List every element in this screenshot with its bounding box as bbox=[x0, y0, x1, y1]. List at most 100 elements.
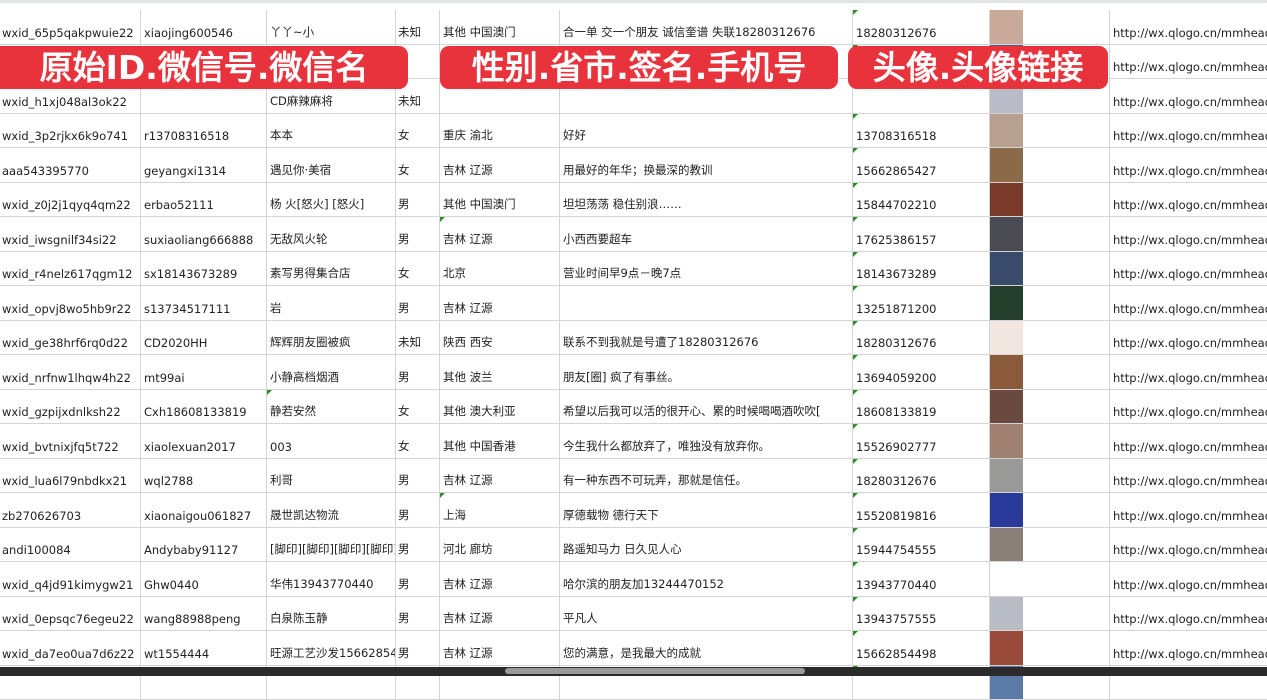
region-cell[interactable]: 上海 bbox=[440, 493, 560, 527]
wechat-id-cell[interactable]: wt1554444 bbox=[141, 631, 267, 665]
wechat-id-cell[interactable]: Cxh18608133819 bbox=[141, 390, 267, 424]
wechat-name-cell[interactable]: 岩 bbox=[267, 286, 396, 320]
wechat-id-cell[interactable]: geyangxi1314 bbox=[141, 148, 267, 182]
avatar-url-cell[interactable]: http://wx.qlogo.cn/mmhead bbox=[1110, 114, 1267, 148]
original-id-cell[interactable]: wxid_0epsqc76egeu22 bbox=[0, 597, 141, 631]
avatar-url-cell[interactable]: http://wx.qlogo.cn/mmhead bbox=[1110, 493, 1267, 527]
avatar-cell[interactable] bbox=[990, 355, 1110, 389]
signature-cell[interactable] bbox=[560, 286, 853, 320]
phone-cell[interactable]: 18280312676 bbox=[853, 459, 990, 493]
signature-cell[interactable]: 合一单 交一个朋友 诚信奎谱 失联18280312676 bbox=[560, 10, 853, 44]
avatar-cell[interactable] bbox=[990, 597, 1110, 631]
avatar-cell[interactable] bbox=[990, 493, 1110, 527]
avatar-url-cell[interactable]: http://wx.qlogo.cn/mmhead bbox=[1110, 597, 1267, 631]
wechat-name-cell[interactable]: 静若安然 bbox=[267, 390, 396, 424]
original-id-cell[interactable]: wxid_iwsgnilf34si22 bbox=[0, 217, 141, 251]
avatar-cell[interactable] bbox=[990, 114, 1110, 148]
gender-cell[interactable]: 男 bbox=[396, 183, 440, 217]
original-id-cell[interactable]: wxid_q4jd91kimygw21 bbox=[0, 562, 141, 596]
original-id-cell[interactable]: wxid_ge38hrf6rq0d22 bbox=[0, 321, 141, 355]
signature-cell[interactable]: 哈尔滨的朋友加13244470152 bbox=[560, 562, 853, 596]
phone-cell[interactable]: 18280312676 bbox=[853, 10, 990, 44]
original-id-cell[interactable]: wxid_lua6l79nbdkx21 bbox=[0, 459, 141, 493]
gender-cell[interactable]: 男 bbox=[396, 217, 440, 251]
phone-cell[interactable]: 15526902777 bbox=[853, 424, 990, 458]
avatar-url-cell[interactable]: http://wx.qlogo.cn/mmhead bbox=[1110, 183, 1267, 217]
region-cell[interactable]: 吉林 辽源 bbox=[440, 286, 560, 320]
avatar-url-cell[interactable]: http://wx.qlogo.cn/mmhead bbox=[1110, 528, 1267, 562]
wechat-name-cell[interactable]: [脚印][脚印][脚印][脚印] bbox=[267, 528, 396, 562]
region-cell[interactable]: 吉林 辽源 bbox=[440, 631, 560, 665]
avatar-cell[interactable] bbox=[990, 631, 1110, 665]
original-id-cell[interactable]: wxid_z0j2j1qyq4qm22 bbox=[0, 183, 141, 217]
horizontal-scrollbar[interactable] bbox=[505, 668, 805, 674]
gender-cell[interactable]: 男 bbox=[396, 459, 440, 493]
wechat-name-cell[interactable]: 小静高档烟酒 bbox=[267, 355, 396, 389]
avatar-url-cell[interactable]: http://wx.qlogo.cn/mmhead bbox=[1110, 355, 1267, 389]
region-cell[interactable]: 吉林 辽源 bbox=[440, 217, 560, 251]
phone-cell[interactable]: 17625386157 bbox=[853, 217, 990, 251]
signature-cell[interactable]: 坦坦荡荡 稳住别浪…… bbox=[560, 183, 853, 217]
wechat-id-cell[interactable]: s13734517111 bbox=[141, 286, 267, 320]
signature-cell[interactable]: 小西西要超车 bbox=[560, 217, 853, 251]
avatar-cell[interactable] bbox=[990, 148, 1110, 182]
region-cell[interactable]: 其他 中国香港 bbox=[440, 424, 560, 458]
phone-cell[interactable]: 13694059200 bbox=[853, 355, 990, 389]
avatar-cell[interactable] bbox=[990, 217, 1110, 251]
wechat-id-cell[interactable]: wql2788 bbox=[141, 459, 267, 493]
signature-cell[interactable]: 有一种东西不可玩弄，那就是信任。 bbox=[560, 459, 853, 493]
wechat-name-cell[interactable]: 辉辉朋友圈被疯 bbox=[267, 321, 396, 355]
phone-cell[interactable]: 15520819816 bbox=[853, 493, 990, 527]
wechat-id-cell[interactable]: Ghw0440 bbox=[141, 562, 267, 596]
wechat-id-cell[interactable]: sx18143673289 bbox=[141, 252, 267, 286]
gender-cell[interactable]: 未知 bbox=[396, 10, 440, 44]
region-cell[interactable]: 陕西 西安 bbox=[440, 321, 560, 355]
gender-cell[interactable]: 女 bbox=[396, 390, 440, 424]
wechat-name-cell[interactable]: 旺源工艺沙发15662854 bbox=[267, 631, 396, 665]
phone-cell[interactable]: 18143673289 bbox=[853, 252, 990, 286]
gender-cell[interactable]: 男 bbox=[396, 528, 440, 562]
wechat-id-cell[interactable]: suxiaoliang666888 bbox=[141, 217, 267, 251]
avatar-cell[interactable] bbox=[990, 459, 1110, 493]
phone-cell[interactable]: 15844702210 bbox=[853, 183, 990, 217]
signature-cell[interactable]: 平凡人 bbox=[560, 597, 853, 631]
gender-cell[interactable]: 男 bbox=[396, 597, 440, 631]
wechat-id-cell[interactable]: CD2020HH bbox=[141, 321, 267, 355]
gender-cell[interactable]: 男 bbox=[396, 493, 440, 527]
signature-cell[interactable]: 今生我什么都放弃了，唯独没有放弃你。 bbox=[560, 424, 853, 458]
gender-cell[interactable]: 男 bbox=[396, 286, 440, 320]
wechat-id-cell[interactable]: erbao52111 bbox=[141, 183, 267, 217]
avatar-cell[interactable] bbox=[990, 286, 1110, 320]
avatar-url-cell[interactable]: http://wx.qlogo.cn/mmhead bbox=[1110, 631, 1267, 665]
original-id-cell[interactable]: andi100084 bbox=[0, 528, 141, 562]
wechat-id-cell[interactable]: xiaolexuan2017 bbox=[141, 424, 267, 458]
signature-cell[interactable]: 您的满意，是我最大的成就 bbox=[560, 631, 853, 665]
region-cell[interactable]: 北京 bbox=[440, 252, 560, 286]
signature-cell[interactable]: 用最好的年华；换最深的教训 bbox=[560, 148, 853, 182]
region-cell[interactable]: 吉林 辽源 bbox=[440, 148, 560, 182]
region-cell[interactable]: 其他 波兰 bbox=[440, 355, 560, 389]
wechat-name-cell[interactable]: 丫丫~小 bbox=[267, 10, 396, 44]
wechat-id-cell[interactable]: xiaojing600546 bbox=[141, 10, 267, 44]
original-id-cell[interactable]: wxid_da7eo0ua7d6z22 bbox=[0, 631, 141, 665]
region-cell[interactable]: 其他 中国澳门 bbox=[440, 10, 560, 44]
avatar-cell[interactable] bbox=[990, 528, 1110, 562]
avatar-url-cell[interactable]: http://wx.qlogo.cn/mmhead bbox=[1110, 10, 1267, 44]
region-cell[interactable]: 河北 廊坊 bbox=[440, 528, 560, 562]
original-id-cell[interactable]: wxid_gzpijxdnlksh22 bbox=[0, 390, 141, 424]
region-cell[interactable]: 吉林 辽源 bbox=[440, 562, 560, 596]
avatar-url-cell[interactable]: http://wx.qlogo.cn/mmhead bbox=[1110, 217, 1267, 251]
wechat-name-cell[interactable]: 本本 bbox=[267, 114, 396, 148]
wechat-id-cell[interactable]: mt99ai bbox=[141, 355, 267, 389]
gender-cell[interactable]: 男 bbox=[396, 355, 440, 389]
avatar-url-cell[interactable]: http://wx.qlogo.cn/mmhead bbox=[1110, 424, 1267, 458]
phone-cell[interactable]: 13943770440 bbox=[853, 562, 990, 596]
region-cell[interactable]: 其他 中国澳门 bbox=[440, 183, 560, 217]
wechat-name-cell[interactable]: 杨 火[怒火] [怒火] bbox=[267, 183, 396, 217]
original-id-cell[interactable]: wxid_3p2rjkx6k9o741 bbox=[0, 114, 141, 148]
wechat-name-cell[interactable]: 遇见你·美宿 bbox=[267, 148, 396, 182]
phone-cell[interactable]: 13708316518 bbox=[853, 114, 990, 148]
signature-cell[interactable]: 联系不到我就是号遭了18280312676 bbox=[560, 321, 853, 355]
wechat-id-cell[interactable]: xiaonaigou061827 bbox=[141, 493, 267, 527]
original-id-cell[interactable]: wxid_65p5qakpwuie22 bbox=[0, 10, 141, 44]
